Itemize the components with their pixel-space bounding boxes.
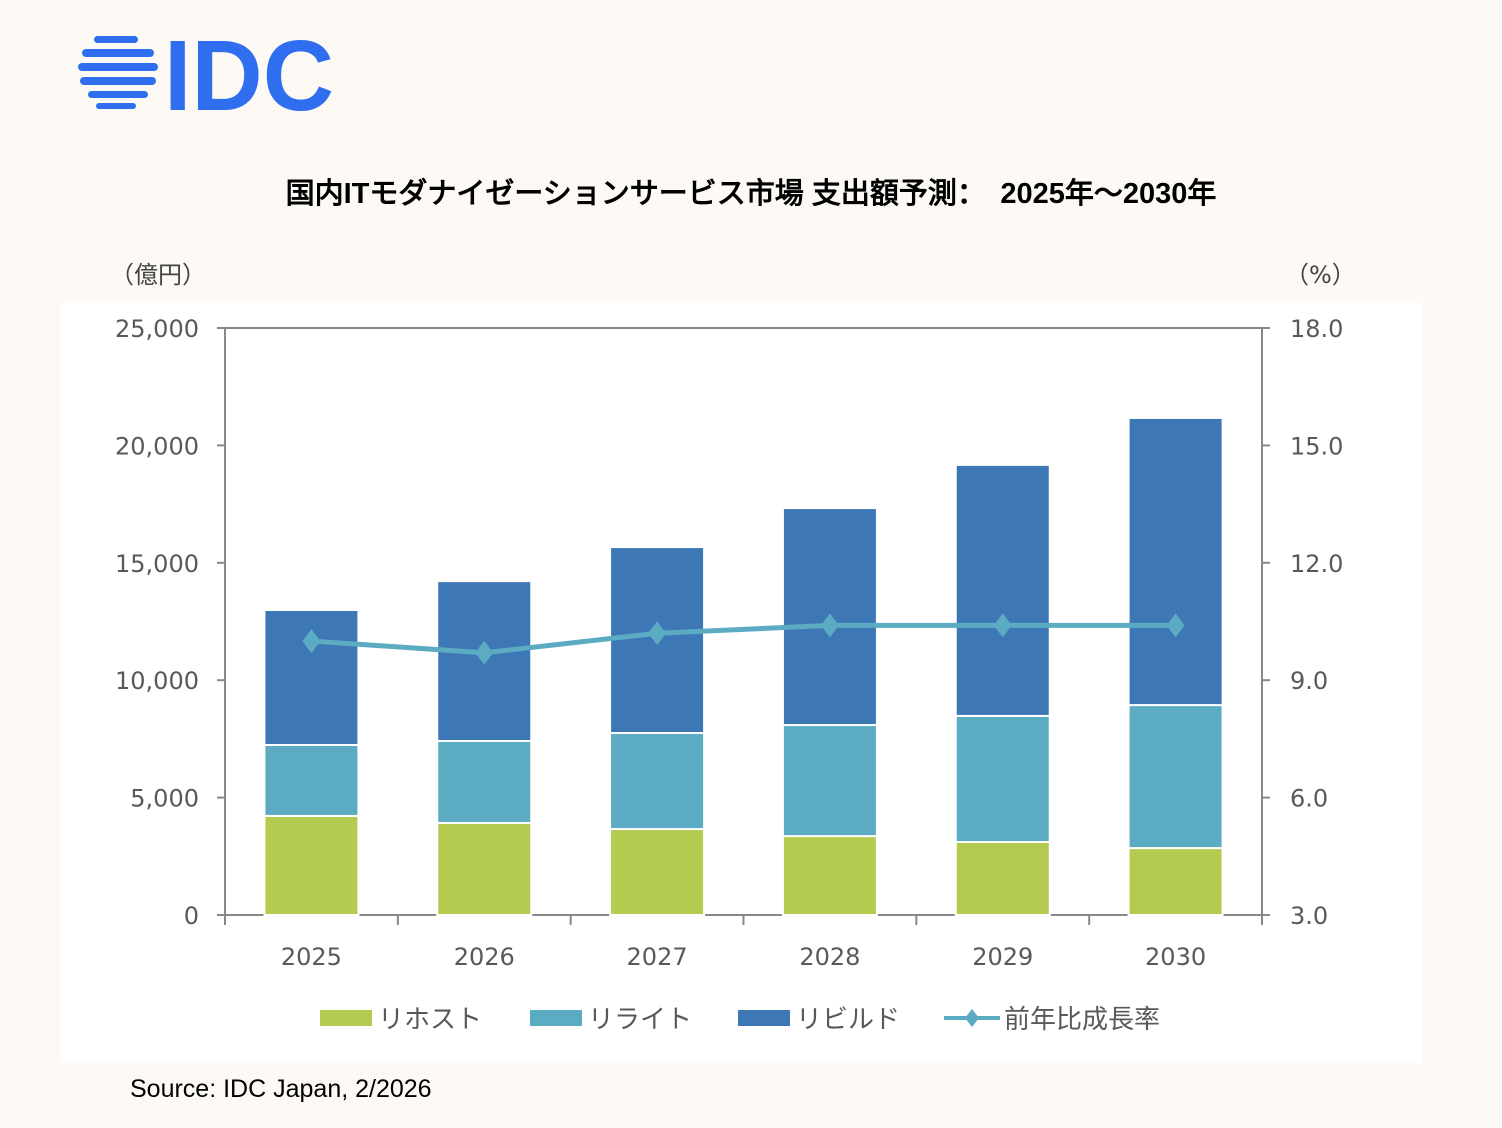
y-tick-label: 15,000 [115,550,199,578]
bar-0-2026 [436,821,533,916]
y-right-unit: （%） [1285,261,1356,289]
y2-tick-label: 12.0 [1290,550,1343,578]
idc-logo: IDC [76,20,336,132]
legend-item-3: 前年比成長率 [944,1005,1160,1035]
x-tick-label: 2029 [972,943,1033,971]
legend-label: リライト [588,1005,692,1035]
x-tick-label: 2028 [799,943,860,971]
bar-1-2026 [436,740,533,824]
legend-item-2: リビルド [738,1005,900,1035]
chart-title: 国内ITモダナイゼーションサービス市場 支出額予測： 2025年～2030年 [285,178,1217,210]
source-note: Source: IDC Japan, 2/2026 [130,1075,432,1103]
y-tick-label: 10,000 [115,667,199,695]
y2-tick-label: 15.0 [1290,432,1343,460]
bar-2-2029 [954,463,1051,717]
bar-2-2030 [1127,416,1224,707]
legend-label: リホスト [378,1005,482,1035]
legend-item-0: リホスト [320,1005,482,1035]
y-tick-label: 20,000 [115,432,199,460]
bar-0-2028 [781,835,878,916]
growth-rate-point [648,621,667,646]
legend-label: リビルド [796,1005,900,1035]
bar-0-2029 [954,840,1051,916]
legend-swatch [320,1010,372,1026]
y-left-unit: （億円） [110,261,206,289]
y2-tick-label: 6.0 [1290,785,1328,813]
growth-rate-point [302,629,321,654]
bar-1-2025 [263,744,360,817]
growth-rate-line [311,622,1176,656]
bar-0-2027 [609,828,706,916]
bar-0-2025 [263,814,360,917]
legend-marker [965,1009,979,1027]
growth-rate-point [993,613,1012,638]
growth-rate-point [475,640,494,665]
y-tick-label: 5,000 [130,785,199,813]
y2-tick-label: 9.0 [1290,667,1328,695]
bar-1-2028 [781,724,878,838]
y2-tick-label: 3.0 [1290,902,1328,930]
y2-tick-label: 18.0 [1290,315,1343,343]
legend-label: 前年比成長率 [1004,1005,1160,1035]
x-tick-label: 2026 [454,943,515,971]
bar-1-2027 [609,732,706,831]
legend-swatch [530,1010,582,1026]
growth-rate-point [820,613,839,638]
x-tick-label: 2030 [1145,943,1206,971]
y-tick-label: 0 [184,902,199,930]
x-tick-label: 2027 [627,943,688,971]
growth-rate-point [1166,613,1185,638]
x-tick-label: 2025 [281,943,342,971]
legend-item-1: リライト [530,1005,692,1035]
bar-1-2030 [1127,704,1224,850]
bar-0-2030 [1127,847,1224,916]
legend-swatch [738,1010,790,1026]
svg-text:IDC: IDC [164,30,334,115]
y-tick-label: 25,000 [115,315,199,343]
bar-1-2029 [954,714,1051,843]
